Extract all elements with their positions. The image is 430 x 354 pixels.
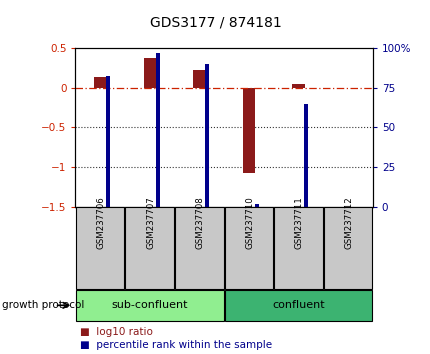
Bar	[76, 207, 124, 289]
Bar	[292, 85, 304, 88]
Bar	[155, 53, 160, 207]
Text: confluent: confluent	[271, 300, 324, 310]
Bar	[106, 76, 110, 207]
Text: sub-confluent: sub-confluent	[111, 300, 187, 310]
Text: GSM237711: GSM237711	[294, 197, 303, 250]
Text: GSM237706: GSM237706	[96, 197, 105, 250]
Text: growth protocol: growth protocol	[2, 300, 84, 310]
Bar	[193, 70, 205, 88]
Bar	[125, 207, 174, 289]
Bar	[254, 204, 258, 207]
Text: GDS3177 / 874181: GDS3177 / 874181	[149, 16, 281, 30]
Bar	[304, 104, 308, 207]
Text: ■  percentile rank within the sample: ■ percentile rank within the sample	[80, 340, 271, 350]
Bar	[205, 64, 209, 207]
Bar	[273, 207, 322, 289]
Bar	[94, 77, 106, 88]
Bar	[76, 290, 223, 321]
Text: GSM237708: GSM237708	[195, 197, 204, 250]
Bar	[143, 58, 156, 88]
Text: GSM237707: GSM237707	[146, 197, 155, 250]
Bar	[323, 207, 372, 289]
Bar	[242, 88, 255, 173]
Text: GSM237712: GSM237712	[344, 197, 353, 250]
Bar	[175, 207, 223, 289]
Text: GSM237710: GSM237710	[245, 197, 254, 250]
Bar	[224, 290, 372, 321]
Bar	[224, 207, 273, 289]
Text: ■  log10 ratio: ■ log10 ratio	[80, 327, 152, 337]
